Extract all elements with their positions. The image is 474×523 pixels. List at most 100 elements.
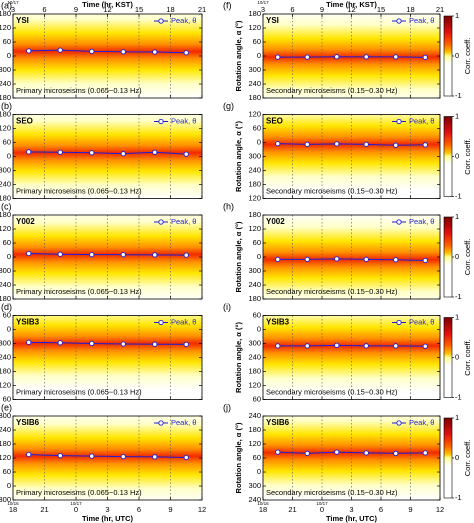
y-tick-label: 60: [3, 310, 11, 319]
colorbar-tick-label: 1: [455, 11, 459, 20]
y-tick-label: 180: [0, 439, 11, 448]
y-tick-label: 60: [253, 123, 261, 132]
peak-marker: [275, 54, 281, 60]
peak-marker: [363, 343, 369, 349]
panel-letter: (b): [1, 101, 12, 111]
y-tick-label: 120: [248, 193, 261, 202]
plot-frame: [12, 214, 203, 300]
peak-marker: [152, 49, 158, 55]
peak-marker: [304, 141, 310, 148]
peak-marker: [26, 149, 32, 155]
x2-date-label: 10/17: [7, 0, 19, 5]
y-tick-label: 300: [248, 266, 261, 275]
y-tick-label: 0: [7, 481, 11, 490]
y-tick-label: 60: [253, 453, 261, 462]
colorbar-tick-label: 0: [455, 51, 459, 60]
x-tick-label: 9: [168, 505, 172, 514]
y-tick-label: 60: [253, 238, 261, 247]
peak-marker: [275, 449, 281, 455]
legend-label: Peak, θ: [409, 16, 434, 25]
peak-marker: [422, 257, 428, 264]
colorbar-title: Corr. coeff.: [463, 339, 472, 376]
peak-marker: [304, 256, 310, 262]
peak-marker: [120, 341, 126, 347]
y-tick-label: 300: [0, 165, 11, 174]
peak-line: [28, 253, 187, 256]
colorbar-tick-label: 0: [455, 352, 459, 361]
peak-marker: [393, 257, 399, 263]
peak-marker: [334, 141, 340, 147]
x-tick-label: 21: [288, 505, 296, 514]
colorbar-tick-label: -1: [455, 392, 462, 401]
x2-tick-label: 9: [320, 5, 324, 14]
y-tick-label: 180: [248, 9, 261, 18]
y-tick-label: 180: [0, 109, 11, 118]
y-tick-label: 300: [248, 151, 261, 160]
colorbar-tick-label: 1: [455, 413, 459, 422]
legend-label: Peak, θ: [409, 418, 434, 427]
plot-frame: [12, 415, 203, 501]
legend-marker: [396, 319, 402, 326]
y-tick-label: 120: [248, 23, 261, 32]
station-label: YSIB6: [266, 418, 290, 427]
x2-axis-title: Time (hr, KST): [326, 0, 377, 9]
y-tick-label: 300: [248, 481, 261, 490]
legend-label: Peak, θ: [171, 116, 196, 125]
peak-marker: [26, 339, 32, 345]
peak-line: [277, 56, 426, 58]
y-tick-label: 240: [248, 79, 261, 88]
y-tick-label: 0: [7, 252, 11, 261]
plot-frame: [12, 114, 203, 199]
peak-marker: [275, 343, 281, 349]
station-label: YSIB3: [266, 318, 290, 327]
x2-tick-label: 12: [347, 5, 355, 14]
colorbar-tick-label: 0: [455, 151, 459, 160]
peak-marker: [183, 50, 189, 56]
y-tick-label: 180: [0, 193, 11, 202]
peak-marker: [120, 49, 126, 55]
legend-marker: [158, 118, 164, 125]
y-tick-label: 240: [248, 280, 261, 289]
x-tick-label: 18: [259, 505, 267, 514]
x2-tick-label: 3: [261, 5, 265, 14]
y-tick-label: 0: [257, 51, 261, 60]
colorbar: [443, 216, 453, 298]
peak-marker: [304, 54, 310, 60]
y-axis-title: Rotation angle, α (°): [234, 121, 243, 192]
panel-letter: (c): [1, 201, 12, 211]
station-label: Y002: [16, 217, 35, 226]
colorbar-tick-label: -1: [455, 292, 462, 301]
x2-tick-label: 6: [290, 5, 294, 14]
y-tick-label: 120: [248, 109, 261, 118]
x2-axis-title: Time (hr, KST): [82, 0, 133, 9]
y-tick-label: 240: [248, 495, 261, 504]
y-axis-title: Rotation angle, α (°): [234, 422, 243, 493]
y-tick-label: 180: [0, 9, 11, 18]
peak-marker: [304, 343, 310, 349]
y-tick-label: 240: [248, 411, 261, 420]
peak-marker: [275, 141, 281, 147]
peak-line: [28, 454, 187, 459]
plot-frame: [262, 315, 441, 400]
peak-marker: [57, 149, 63, 155]
peak-marker: [275, 256, 281, 262]
x-axis-title: Time (hr, UTC): [82, 514, 134, 523]
band-label: Primary microseisms (0.065−0.13 Hz): [16, 387, 142, 396]
y-tick-label: 60: [3, 467, 11, 476]
y-tick-label: 120: [0, 23, 11, 32]
legend-label: Peak, θ: [171, 317, 196, 326]
plot-frame: [262, 214, 441, 300]
colorbar-tick-label: -1: [455, 493, 462, 502]
band-label: Primary microseisms (0.065−0.13 Hz): [16, 488, 142, 497]
y-tick-label: 240: [0, 79, 11, 88]
peak-line: [28, 151, 187, 155]
band-label: Primary microseisms (0.065−0.13 Hz): [16, 86, 142, 95]
peak-marker: [120, 151, 126, 157]
colorbar-tick-label: -1: [455, 191, 462, 200]
y-tick-label: 120: [248, 380, 261, 389]
peak-marker: [120, 453, 126, 460]
legend-marker: [396, 118, 402, 125]
x2-tick-label: 15: [377, 5, 385, 14]
y-tick-label: 120: [0, 224, 11, 233]
